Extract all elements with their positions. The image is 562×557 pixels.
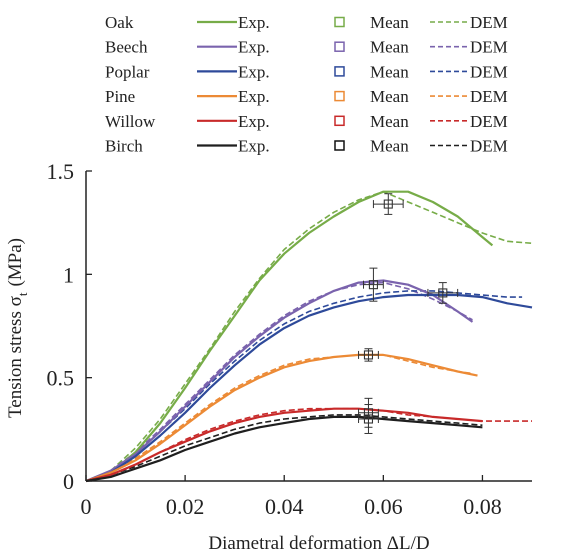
legend: Oak Exp. Mean DEM Beech Exp. Mean DEM Poplar Exp.… — [105, 13, 508, 156]
legend-dem-label: DEM — [470, 38, 508, 57]
legend-row-oak: Oak Exp. Mean DEM — [105, 13, 508, 32]
legend-exp-label: Exp. — [238, 137, 270, 156]
x-tick-label: 0.04 — [265, 494, 304, 519]
mean-square — [438, 288, 448, 298]
legend-row-birch: Birch Exp. Mean DEM — [105, 137, 508, 156]
y-axis-title: Tension stress σt (MPa) — [5, 238, 30, 418]
legend-dem-label: DEM — [470, 137, 508, 156]
legend-species-name: Beech — [105, 38, 148, 57]
legend-mean-label: Mean — [370, 112, 409, 131]
mean-marker-birch — [358, 404, 379, 434]
legend-row-willow: Willow Exp. Mean DEM — [105, 112, 508, 131]
y-axis-title-main: Tension stress σ — [5, 296, 26, 418]
legend-exp-label: Exp. — [238, 38, 270, 57]
legend-mean-label: Mean — [370, 13, 409, 32]
mean-marker-poplar — [427, 282, 459, 304]
x-tick-label: 0 — [81, 494, 92, 519]
legend-exp-label: Exp. — [238, 112, 270, 131]
dem-line-birch — [85, 414, 483, 482]
legend-mean-label: Mean — [370, 62, 409, 81]
y-tick-label: 0.5 — [47, 366, 75, 391]
legend-mean-marker — [334, 115, 345, 127]
legend-mean-marker — [334, 90, 345, 102]
dem-line-beech — [85, 281, 473, 482]
x-axis-title: Diametral deformation ΔL/D — [208, 533, 429, 552]
legend-species-name: Birch — [105, 137, 143, 156]
mean-square — [368, 280, 378, 290]
dem-line-willow — [85, 407, 532, 482]
legend-exp-label: Exp. — [238, 62, 270, 81]
legend-row-pine: Pine Exp. Mean DEM — [105, 87, 508, 106]
dem-line-oak — [85, 190, 533, 482]
legend-dem-label: DEM — [470, 62, 508, 81]
mean-square — [383, 199, 393, 209]
legend-mean-marker — [334, 41, 345, 52]
legend-mean-label: Mean — [370, 137, 409, 156]
legend-row-beech: Beech Exp. Mean DEM — [105, 38, 508, 57]
legend-species-name: Oak — [105, 13, 134, 32]
y-tick-label: 0 — [63, 469, 74, 494]
mean-square — [363, 350, 374, 360]
legend-species-name: Pine — [105, 87, 135, 106]
exp-line-poplar — [85, 293, 533, 483]
mean-marker-beech — [363, 267, 384, 302]
mean-marker-oak — [372, 193, 404, 215]
legend-mean-marker — [334, 140, 345, 151]
dem-line-pine — [85, 354, 473, 482]
exp-line-oak — [85, 190, 494, 483]
y-tick-label: 1 — [63, 262, 74, 287]
legend-exp-label: Exp. — [238, 87, 270, 106]
exp-line-beech — [85, 279, 474, 483]
exp-line-birch — [85, 415, 483, 483]
legend-dem-label: DEM — [470, 13, 508, 32]
legend-exp-label: Exp. — [238, 13, 270, 32]
x-tick-label: 0.02 — [166, 494, 205, 519]
legend-mean-marker — [334, 16, 345, 28]
mean-marker-pine — [358, 348, 379, 362]
y-axis-title-subscript: t — [15, 292, 30, 296]
y-axis-title-unit: (MPa) — [5, 238, 26, 287]
legend-row-poplar: Poplar Exp. Mean DEM — [105, 62, 508, 81]
mean-square — [363, 414, 374, 424]
dem-line-poplar — [85, 290, 523, 482]
legend-mean-marker — [334, 66, 345, 77]
legend-mean-label: Mean — [370, 87, 409, 106]
legend-dem-label: DEM — [470, 87, 508, 106]
legend-dem-label: DEM — [470, 112, 508, 131]
x-tick-label: 0.06 — [364, 494, 403, 519]
exp-line-willow — [85, 407, 483, 483]
x-tick-label: 0.08 — [463, 494, 502, 519]
legend-species-name: Willow — [105, 112, 156, 131]
exp-line-pine — [85, 353, 478, 483]
plot-area — [85, 190, 533, 483]
legend-species-name: Poplar — [105, 62, 150, 81]
axes: 0 0.02 0.04 0.06 0.08 0 0.5 1 1.5 Diametral defor… — [5, 159, 532, 554]
y-tick-label: 1.5 — [47, 159, 75, 184]
legend-mean-label: Mean — [370, 38, 409, 57]
